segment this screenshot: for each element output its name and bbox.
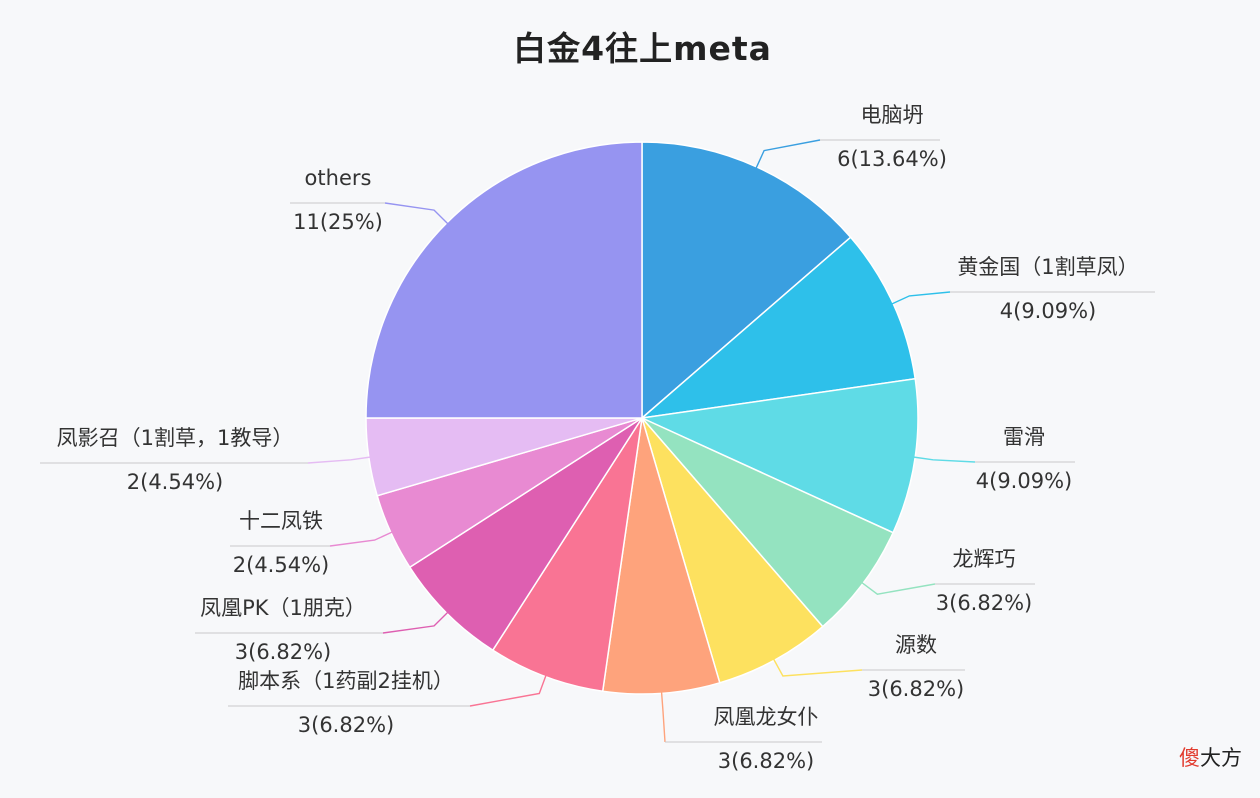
slice-name-label: 电脑坍 (861, 103, 924, 127)
slice-value-label: 11(25%) (293, 210, 383, 234)
slice-value-label: 2(4.54%) (233, 553, 329, 577)
slice-name-label: 凤影召（1割草，1教导） (57, 426, 294, 450)
slice-name-label: 黄金国（1割草凤） (957, 255, 1138, 279)
label-leader-line (755, 139, 821, 170)
slice-name-label: 凤凰PK（1朋克） (200, 596, 366, 620)
slice-name-label: 凤凰龙女仆 (714, 705, 819, 729)
slice-value-label: 2(4.54%) (127, 470, 223, 494)
label-leader-line (329, 531, 394, 547)
slice-value-label: 3(6.82%) (235, 640, 331, 664)
label-leader-line (660, 691, 666, 743)
slice-name-label: 龙辉巧 (953, 547, 1016, 571)
slice-name-label: 源数 (895, 633, 937, 657)
slice-value-label: 6(13.64%) (837, 147, 947, 171)
slice-value-label: 3(6.82%) (936, 591, 1032, 615)
slice-name-label: others (305, 166, 372, 190)
label-leader-line (772, 658, 863, 677)
label-leader-line (307, 456, 371, 464)
slice-value-label: 4(9.09%) (976, 469, 1072, 493)
label-leader-line (913, 456, 976, 463)
label-leader-line (382, 611, 449, 634)
slice-value-label: 4(9.09%) (1000, 299, 1096, 323)
slice-value-label: 3(6.82%) (718, 749, 814, 773)
chart-title: 白金4往上meta (513, 29, 772, 68)
watermark: 傻大方 (1179, 746, 1242, 770)
slice-name-label: 脚本系（1药副2挂机） (238, 669, 454, 693)
label-leader-line (384, 202, 449, 225)
label-leader-line (860, 581, 936, 595)
label-leader-line (890, 291, 951, 305)
pie-slice (365, 141, 643, 419)
label-leader-line (469, 674, 547, 707)
slice-name-label: 雷滑 (1003, 425, 1045, 449)
slice-value-label: 3(6.82%) (868, 677, 964, 701)
slice-name-label: 十二凤铁 (239, 509, 323, 533)
slice-value-label: 3(6.82%) (298, 713, 394, 737)
